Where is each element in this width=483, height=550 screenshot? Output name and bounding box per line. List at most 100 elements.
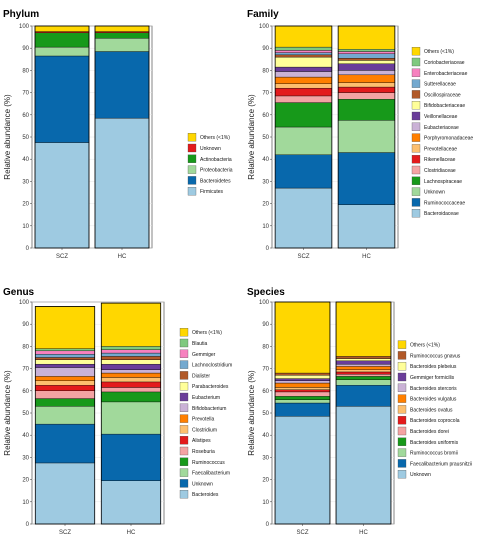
legend-swatch — [397, 362, 407, 371]
legend-swatch — [179, 446, 189, 456]
chart-title: Phylum — [3, 9, 39, 20]
legend-swatch — [397, 470, 407, 479]
legend-swatch — [397, 437, 407, 446]
bar-segment — [274, 154, 333, 189]
bar-segment — [274, 126, 333, 155]
legend-label: Ruminococcus gnavus — [410, 353, 461, 359]
legend-label: Gemmiger — [192, 352, 216, 358]
bar-segment — [337, 120, 396, 153]
bar-segment — [335, 373, 392, 377]
bar-segment — [335, 385, 392, 407]
y-tick-label: 60 — [262, 113, 269, 119]
legend-label: Proteobacteria — [200, 168, 233, 174]
y-tick-label: 80 — [262, 344, 269, 350]
bar-segment — [335, 376, 392, 380]
chart-title: Genus — [3, 287, 35, 298]
bar-segment — [274, 87, 333, 97]
y-tick-label: 70 — [262, 91, 269, 97]
legend-label: Faecalibacterium — [192, 471, 230, 477]
legend-swatch — [179, 436, 189, 445]
bar-segment — [337, 60, 396, 64]
bar-segment — [35, 306, 95, 349]
bar-segment — [101, 346, 161, 350]
y-tick-label: 0 — [266, 246, 270, 252]
y-tick-label: 90 — [22, 46, 29, 52]
bar-segment — [335, 363, 392, 367]
x-tick-label: SCZ — [297, 530, 309, 536]
legend-label: Ruminococcus bromii — [410, 451, 458, 457]
bar-segment — [35, 353, 95, 358]
x-tick-label: HC — [362, 254, 371, 260]
legend-label: Alistipes — [192, 438, 211, 444]
bar-segment — [337, 70, 396, 76]
y-tick-label: 0 — [266, 522, 270, 528]
legend-swatch — [411, 101, 421, 110]
bar-segment — [274, 83, 333, 89]
bar-segment — [337, 51, 396, 54]
y-tick-label: 20 — [262, 202, 269, 208]
legend-swatch — [179, 425, 189, 434]
bar-segment — [274, 375, 331, 379]
legend-swatch — [179, 490, 189, 499]
legend-swatch — [397, 426, 407, 436]
legend-label: Ruminococcus — [192, 460, 225, 466]
bar-segment — [274, 54, 333, 58]
y-axis-label: Relative abundance (%) — [3, 370, 12, 456]
bar-segment — [335, 371, 392, 375]
legend-label: Others (<1%) — [192, 330, 222, 336]
y-tick-label: 30 — [262, 455, 269, 461]
bar-segment — [335, 406, 392, 525]
y-tick-label: 80 — [22, 68, 29, 74]
legend-label: Unknown — [424, 190, 445, 196]
bar-segment — [34, 46, 90, 57]
bar-segment — [274, 187, 333, 249]
legend-label: Dialister — [192, 373, 210, 379]
legend-label: Others (<1%) — [200, 135, 230, 141]
y-tick-label: 10 — [22, 500, 29, 506]
legend-label: Others (<1%) — [424, 49, 454, 55]
legend-swatch — [179, 338, 189, 348]
bar-segment — [274, 382, 331, 388]
y-tick-label: 40 — [262, 433, 269, 439]
y-axis-label: Relative abundance (%) — [247, 94, 256, 180]
bar-segment — [274, 71, 333, 78]
legend-label: Bacteroides coprocola — [410, 418, 460, 424]
legend-swatch — [179, 414, 189, 423]
legend-label: Veillonellaceae — [424, 114, 458, 120]
legend-swatch — [411, 111, 421, 121]
bar-segment — [35, 406, 95, 425]
legend-label: Bacteroides ovatus — [410, 407, 453, 413]
y-tick-label: 100 — [19, 24, 30, 30]
legend-label: Parabacteroides — [192, 384, 229, 390]
bar-segment — [274, 416, 331, 525]
bar-segment — [337, 152, 396, 205]
y-tick-label: 0 — [26, 246, 30, 252]
legend-label: Others (<1%) — [410, 343, 440, 349]
x-tick-label: HC — [359, 530, 368, 536]
bar-segment — [101, 302, 161, 347]
y-tick-label: 40 — [22, 157, 29, 163]
chart-title: Species — [247, 287, 285, 298]
bar-segment — [337, 63, 396, 71]
legend-swatch — [397, 459, 407, 468]
bar-segment — [101, 369, 161, 374]
legend-swatch — [187, 154, 197, 163]
bar-segment — [274, 25, 333, 48]
bar-segment — [335, 356, 392, 359]
x-tick-label: SCZ — [56, 254, 68, 260]
legend-label: Bacteroides uniformis — [410, 440, 459, 446]
bar-segment — [337, 74, 396, 83]
legend-swatch — [179, 382, 189, 391]
legend-label: Eubacteriaceae — [424, 125, 459, 131]
bar-segment — [94, 32, 150, 39]
bar-segment — [274, 66, 333, 72]
bar-segment — [35, 376, 95, 381]
legend-label: Actinobacteria — [200, 157, 232, 163]
bar-segment — [337, 99, 396, 121]
x-tick-label: SCZ — [298, 254, 310, 260]
bar-segment — [274, 387, 331, 390]
bar-segment — [337, 82, 396, 88]
legend-label: Blautia — [192, 341, 208, 347]
chart-panel-phylum: Phylum 0 10 20 30 40 50 60 70 80 90 100 Relative abu… — [3, 9, 233, 260]
bar-segment — [274, 380, 331, 384]
